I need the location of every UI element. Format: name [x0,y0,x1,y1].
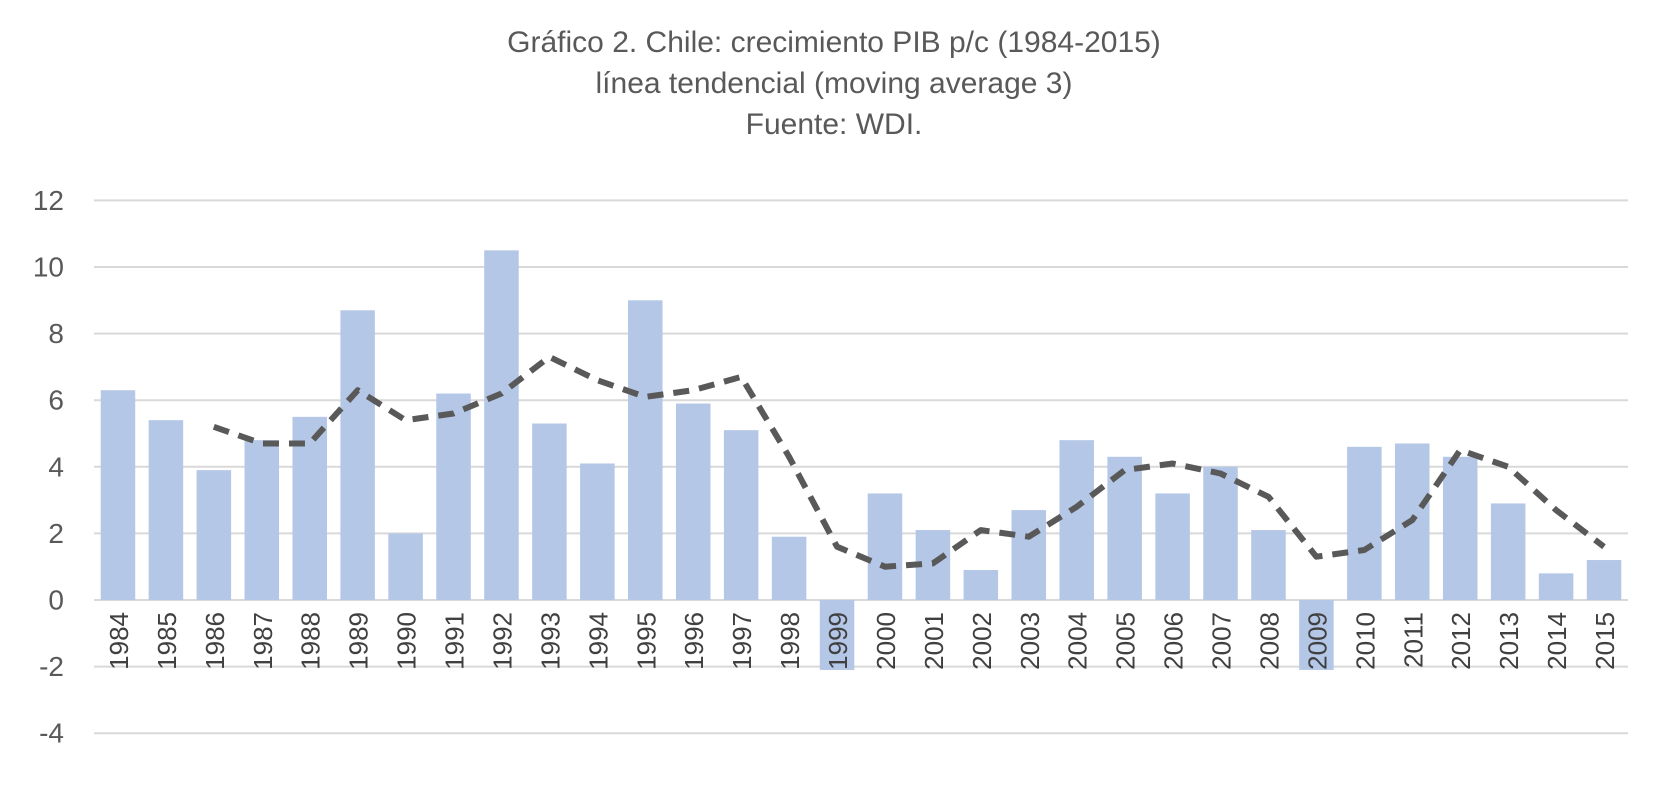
x-tick-label: 1993 [535,612,565,670]
bar [1059,440,1094,600]
x-tick-label: 2000 [871,612,901,670]
x-tick-label: 1995 [631,612,661,670]
bar [580,463,615,600]
chart-title-block: Gráfico 2. Chile: crecimiento PIB p/c (1… [0,22,1668,145]
x-tick-label: 2003 [1015,612,1045,670]
bar [1011,510,1047,600]
bar [1347,446,1382,600]
x-tick-label: 1998 [775,612,805,670]
chart-source: Fuente: WDI. [745,108,923,141]
bar [148,420,184,600]
x-tick-label: 2013 [1494,612,1524,670]
x-tick-label: 1999 [823,612,853,670]
x-tick-label: 1991 [440,612,470,670]
x-tick-label: 2014 [1542,612,1572,670]
bar [819,600,855,670]
x-tick-label: 1988 [296,612,326,670]
x-tick-label: 2012 [1446,612,1476,670]
x-tick-label: 2004 [1063,612,1093,670]
bar [1299,600,1334,670]
bar [1538,573,1574,600]
bar [723,430,759,600]
x-tick-label: 1989 [344,612,374,670]
bar [388,533,423,600]
x-tick-label: 1990 [392,612,422,670]
y-tick-label: 0 [48,585,64,616]
x-tick-label: 2009 [1302,612,1332,670]
x-tick-label: 2010 [1350,612,1380,670]
bar [1490,503,1526,600]
y-tick-label: 12 [33,185,64,216]
bar [963,570,999,600]
x-tick-label: 1985 [152,612,182,670]
x-tick-label: 1997 [727,612,757,670]
bar [340,310,375,600]
y-tick-label: 2 [48,518,64,549]
bar [244,440,280,600]
x-tick-label: 1987 [248,612,278,670]
x-tick-label: 2011 [1398,612,1428,668]
y-tick-label: 4 [48,451,64,482]
x-tick-label: 1996 [679,612,709,670]
x-tick-label: 2001 [919,612,949,670]
chart-title: Gráfico 2. Chile: crecimiento PIB p/c (1… [507,26,1161,59]
moving-average-line [212,353,1606,570]
bar [771,536,807,600]
x-tick-label: 2005 [1111,612,1141,670]
x-tick-label: 2015 [1590,612,1620,670]
bar [484,250,519,600]
y-tick-label: 8 [48,318,64,349]
x-tick-label: 1986 [200,612,230,670]
bar [1586,560,1622,600]
bar [1155,493,1190,600]
x-tick-label: 2007 [1207,612,1237,670]
y-tick-label: -4 [39,718,64,749]
x-tick-label: 2002 [967,612,997,670]
bar [196,470,232,600]
x-tick-label: 1984 [104,612,134,670]
bar [675,403,711,600]
bar [436,393,471,600]
x-tick-label: 1994 [583,612,613,670]
chart-subtitle: línea tendencial (moving average 3) [595,67,1073,100]
y-tick-label: -2 [39,651,64,682]
bar [532,423,567,600]
bar [100,390,136,600]
bar [1203,466,1238,600]
x-tick-label: 2008 [1254,612,1284,670]
x-tick-label: 2006 [1159,612,1189,670]
bar [628,300,663,600]
bar [867,493,903,600]
x-tick-label: 1992 [487,612,517,670]
y-tick-label: 10 [33,252,64,283]
y-tick-label: 6 [48,385,64,416]
bar [292,416,327,600]
bar [1251,530,1286,600]
bar [1442,456,1478,600]
